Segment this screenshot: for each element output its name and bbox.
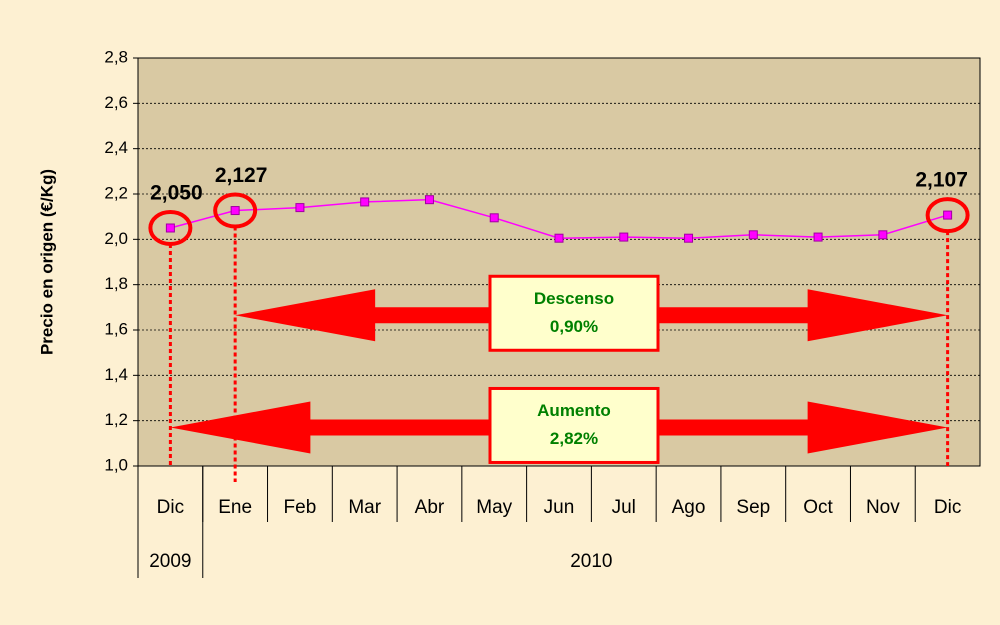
marker: [554, 233, 564, 243]
y-tick-label: 2,0: [104, 229, 128, 248]
y-tick-label: 1,6: [104, 319, 128, 338]
y-tick-label: 2,4: [104, 138, 128, 157]
marker: [748, 230, 758, 240]
value-label: 2,127: [215, 164, 268, 187]
marker: [295, 203, 305, 213]
x-tick-label: Feb: [284, 497, 317, 518]
marker: [943, 210, 953, 220]
y-tick-label: 1,0: [104, 455, 128, 474]
y-tick-label: 2,8: [104, 47, 128, 66]
x-group-label: 2009: [149, 551, 191, 572]
marker: [360, 197, 370, 207]
marker: [878, 230, 888, 240]
x-tick-label: Jun: [544, 497, 575, 518]
x-tick-label: Dic: [157, 497, 184, 518]
highlight-circle: [213, 192, 258, 229]
x-tick-label: Jul: [612, 497, 636, 518]
annotation-text: 0,90%: [550, 317, 598, 336]
y-tick-label: 2,6: [104, 93, 128, 112]
highlight-circle: [148, 210, 193, 246]
marker: [489, 213, 499, 223]
x-tick-label: Oct: [803, 497, 833, 518]
annotation-title: Descenso: [534, 289, 614, 308]
x-group-label: 2010: [570, 551, 612, 572]
x-tick-label: Sep: [736, 497, 770, 518]
value-label: 2,050: [150, 182, 203, 205]
x-tick-label: Abr: [415, 497, 445, 518]
x-tick-label: Nov: [866, 497, 900, 518]
annotation-title: Aumento: [537, 401, 611, 420]
y-axis-label: Precio en origen (€/Kg): [37, 169, 56, 355]
marker: [424, 195, 434, 205]
annotation-box: [488, 274, 660, 352]
value-label: 2,107: [915, 169, 968, 192]
marker: [619, 232, 629, 242]
y-tick-label: 1,8: [104, 274, 128, 293]
x-tick-label: Ago: [672, 497, 706, 518]
plot-border: [137, 57, 981, 467]
marker: [813, 232, 823, 242]
highlight-circle: [925, 197, 970, 234]
y-tick-label: 1,4: [104, 365, 128, 384]
y-tick-label: 1,2: [104, 410, 128, 429]
marker: [684, 233, 694, 243]
marker: [165, 223, 175, 233]
annotation-text: 2,82%: [550, 429, 598, 448]
x-tick-label: Mar: [348, 497, 381, 518]
marker: [230, 206, 240, 216]
annotation-box: [488, 386, 660, 464]
x-tick-label: Ene: [218, 497, 252, 518]
x-tick-label: Dic: [934, 497, 961, 518]
y-tick-label: 2,2: [104, 183, 128, 202]
x-tick-label: May: [476, 497, 512, 518]
